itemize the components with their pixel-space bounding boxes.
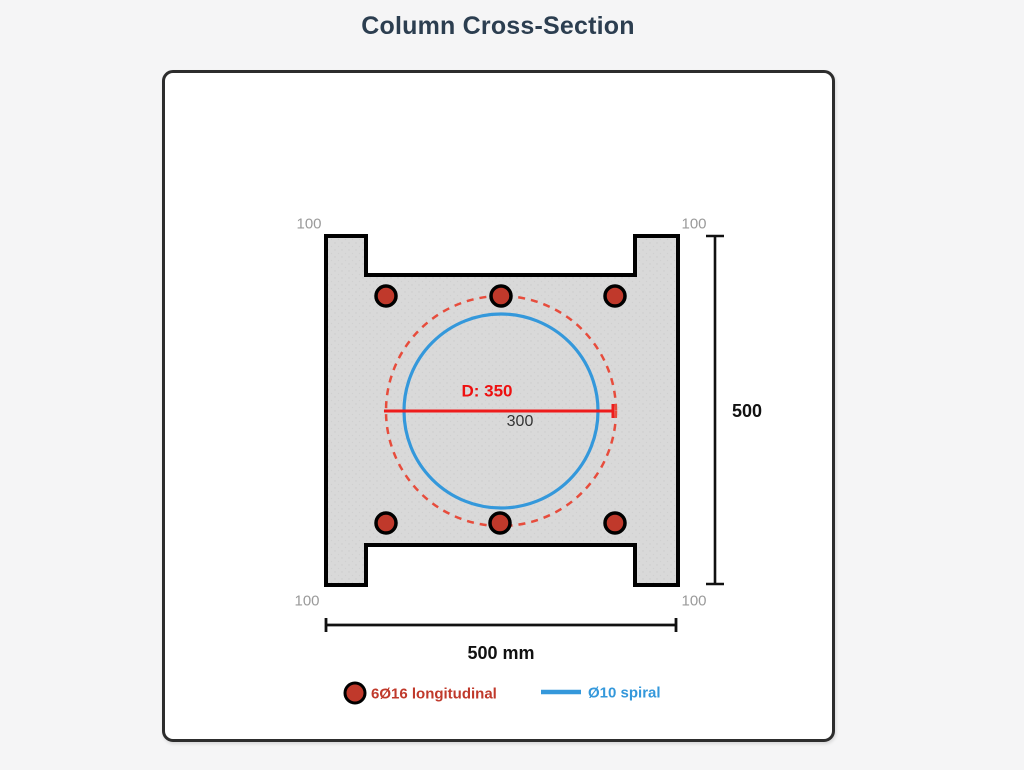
cross-section-card: 100 100 100 100 D: 350 300 500 500 mm 6Ø…	[162, 70, 835, 742]
rebar-bottom-middle	[488, 511, 512, 535]
dim-label-top-right: 100	[681, 215, 707, 233]
rebar-top-left	[374, 284, 398, 308]
height-dimension-line	[706, 234, 724, 586]
width-dimension-label: 500 mm	[467, 643, 535, 663]
height-dimension-label: 500	[732, 401, 763, 421]
dim-label-bottom-left: 100	[294, 592, 320, 610]
legend-longitudinal-label: 6Ø16 longitudinal	[371, 685, 497, 703]
dim-label-top-left: 100	[296, 215, 322, 233]
legend-spiral-label: Ø10 spiral	[588, 684, 661, 702]
cover-dashed-circle	[384, 294, 618, 528]
rebar-top-right	[603, 284, 627, 308]
dim-label-bottom-right: 100	[681, 592, 707, 610]
rebar-top-middle	[489, 284, 513, 308]
rebar-bottom-right	[603, 511, 627, 535]
core-inner-label: 300	[506, 413, 534, 430]
rebar-bottom-left	[374, 511, 398, 535]
core-diameter-label: D: 350	[461, 381, 513, 401]
cross-section-drawing	[324, 234, 724, 705]
rebar-group	[374, 284, 627, 535]
legend-rebar-icon	[343, 681, 367, 705]
width-dimension-line	[324, 618, 678, 632]
page-title: Column Cross-Section	[361, 12, 635, 40]
